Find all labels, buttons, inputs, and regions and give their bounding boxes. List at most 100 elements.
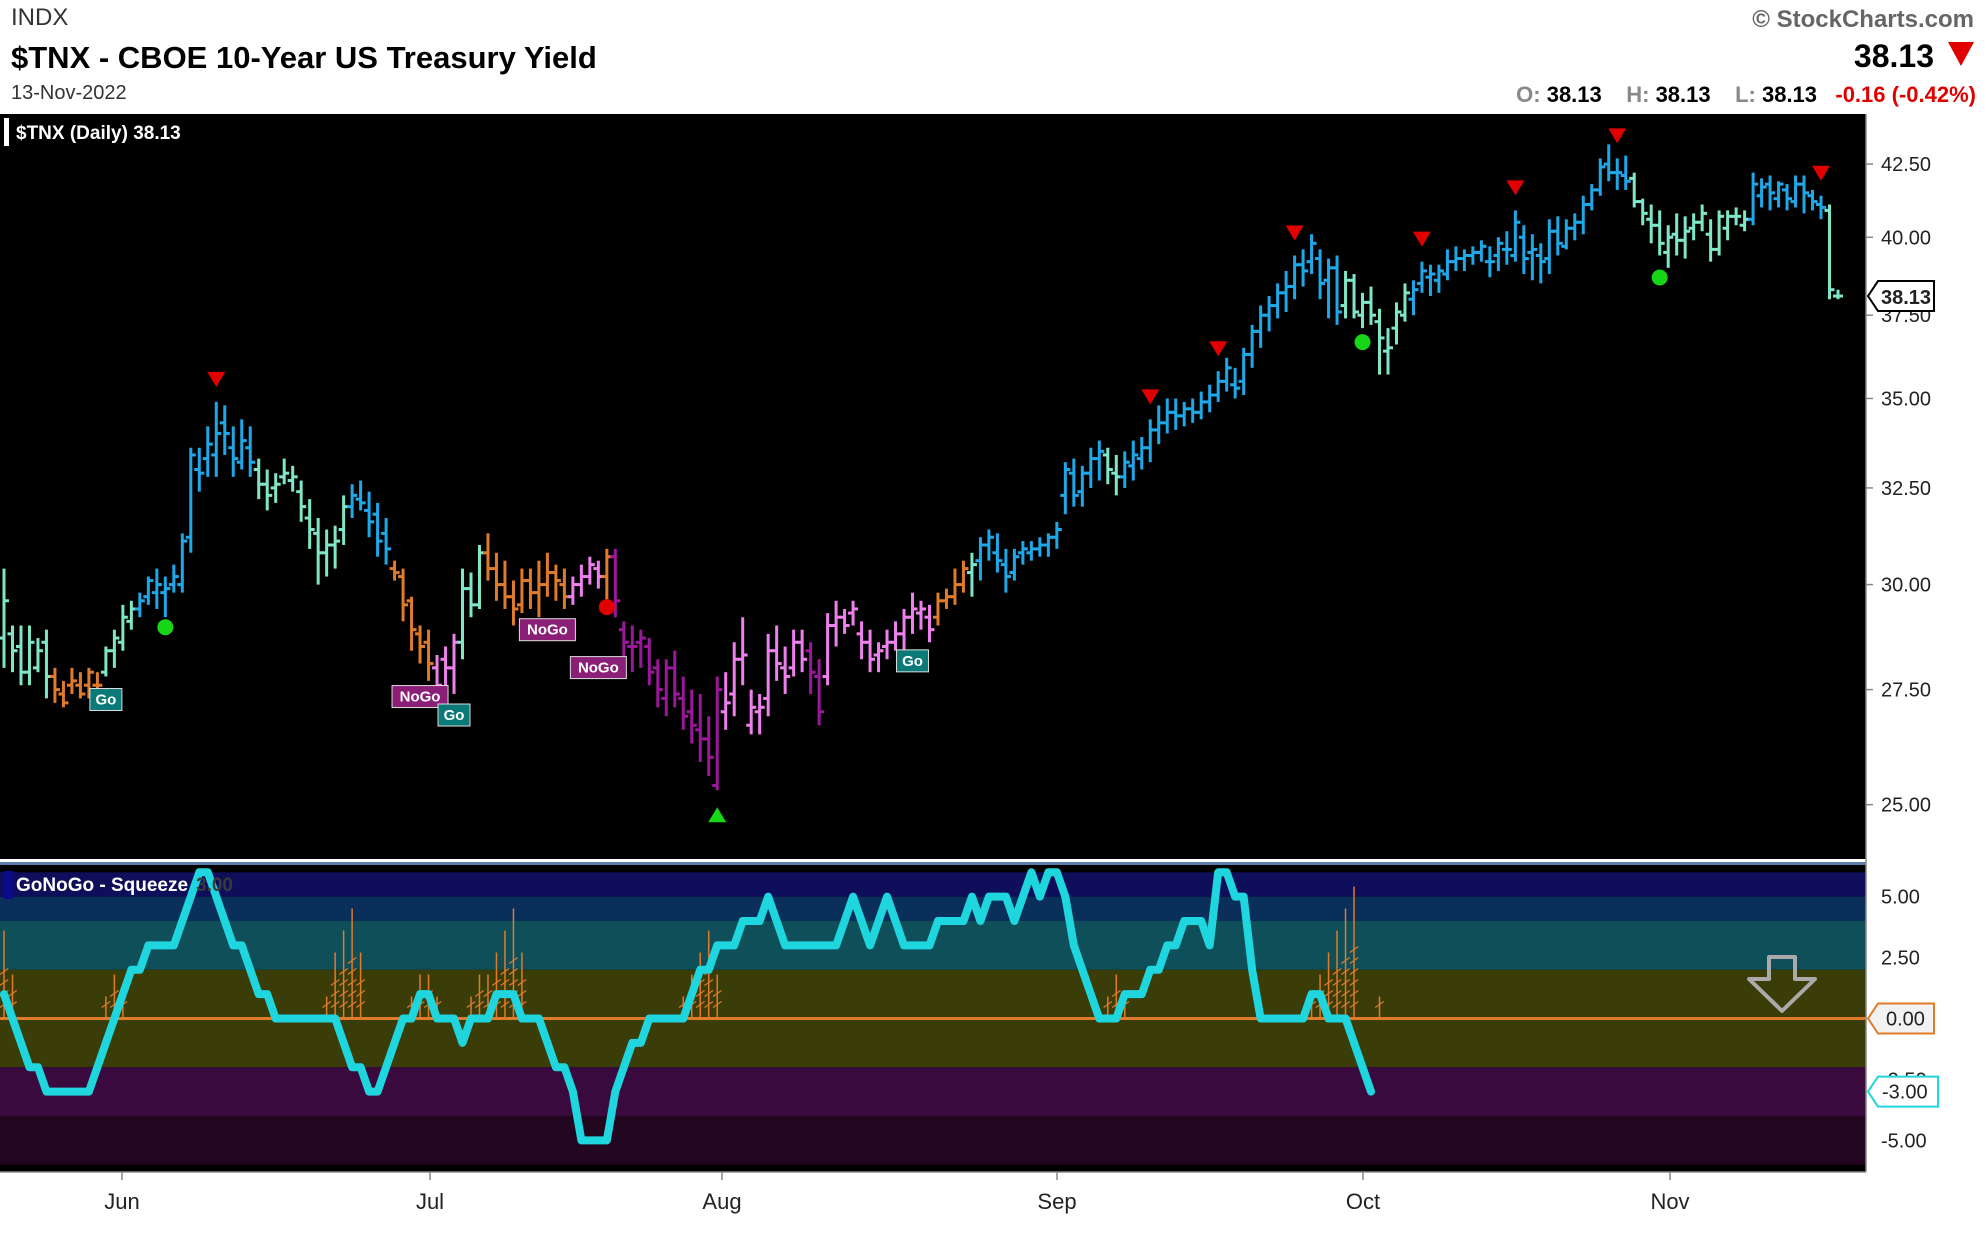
squeeze-grid-line [695, 990, 705, 997]
high-value: 38.13 [1655, 82, 1711, 107]
price-bar [1510, 210, 1521, 262]
price-bar [754, 694, 765, 735]
price-panel[interactable] [0, 114, 1866, 859]
osc-y-tick-label: 2.50 [1881, 948, 1920, 970]
signal-text: Go [902, 653, 923, 670]
price-bar [151, 568, 162, 609]
price-bar [58, 680, 69, 708]
price-bar [644, 638, 655, 686]
price-bar [49, 667, 60, 703]
price-bar [1782, 184, 1793, 211]
squeeze-grid-line [339, 979, 349, 986]
price-bar [270, 473, 281, 503]
price-bar [627, 625, 638, 673]
price-bar [737, 617, 748, 686]
price-bar [296, 480, 307, 522]
price-bar [1306, 234, 1317, 275]
last-price: 38.13 [1853, 38, 1934, 74]
price-bar [194, 447, 205, 492]
go-signal-label: Go [896, 649, 930, 673]
price-bar [211, 401, 222, 477]
squeeze-grid-line [1332, 968, 1342, 975]
price-bar [848, 600, 859, 626]
squeeze-grid-line [1349, 979, 1359, 986]
squeeze-grid-line [704, 990, 714, 997]
oscillator-zones [0, 872, 1866, 1165]
price-bar [389, 560, 400, 581]
price-bar [1017, 541, 1028, 565]
squeeze-grid-line [1323, 979, 1334, 986]
price-bar [347, 484, 358, 519]
price-bar [245, 426, 256, 477]
price-bar [372, 502, 383, 557]
squeeze-grid-line [712, 990, 722, 997]
price-bar [1518, 225, 1529, 275]
go-signal-label: Go [437, 703, 471, 727]
price-bar [1680, 216, 1691, 259]
price-bar [992, 533, 1003, 573]
price-bar [1102, 447, 1113, 485]
signal-text: NoGo [527, 622, 568, 639]
price-bar [865, 629, 876, 673]
squeeze-grid-line [1349, 946, 1359, 953]
oscillator-line [0, 868, 1376, 1145]
price-bar [1552, 216, 1563, 256]
squeeze-grid-line [347, 957, 357, 964]
price-bar [720, 672, 731, 730]
squeeze-grid-line [508, 968, 519, 975]
low-label: L: [1735, 82, 1756, 107]
squeeze-grid-line [712, 1001, 722, 1008]
squeeze-grid-line [517, 979, 527, 986]
price-bar [423, 629, 434, 681]
y-tick-label: 40.00 [1881, 227, 1931, 249]
squeeze-grid-line [466, 1001, 476, 1008]
squeeze-grid-line [1332, 990, 1342, 997]
nogo-signal-label: NoGo [391, 685, 449, 709]
squeeze-grid-line [101, 1001, 111, 1008]
price-bar [1060, 462, 1071, 515]
price-bar [1391, 302, 1402, 345]
osc-last-value-tag: -3.00 [1866, 1075, 1939, 1108]
squeeze-grid-line [339, 990, 349, 997]
price-bar [1221, 357, 1232, 392]
copyright-label[interactable]: © StockCharts.com [1752, 6, 1974, 33]
price-bar [66, 667, 77, 695]
price-bar [287, 465, 298, 492]
squeeze-grid-line [1332, 979, 1342, 986]
price-bar [109, 629, 120, 668]
price-bar [117, 604, 128, 651]
y-tick-label: 27.50 [1881, 680, 1931, 702]
price-bar [1009, 548, 1020, 581]
chart-header: INDX $TNX - CBOE 10-Year US Treasury Yie… [0, 0, 1986, 114]
price-bar [143, 576, 154, 605]
price-bar [304, 499, 315, 549]
price-bar [1697, 204, 1708, 232]
price-bar [1408, 280, 1419, 316]
y-tick-label: 32.50 [1881, 478, 1931, 500]
down-triangle-marker [1412, 231, 1431, 247]
squeeze-grid-line [695, 1001, 705, 1008]
price-bar [1748, 172, 1759, 226]
nogo-signal-label: NoGo [569, 656, 627, 680]
squeeze-grid-line [1103, 1001, 1113, 1008]
oscillator-legend: GoNoGo - Squeeze [16, 875, 188, 896]
price-bar [1756, 178, 1767, 208]
squeeze-grid-line [1111, 990, 1121, 997]
y-tick-label: 35.00 [1881, 388, 1931, 410]
price-bar [771, 625, 782, 681]
price-bar [652, 659, 663, 708]
oscillator-zone [0, 1067, 1866, 1116]
squeeze-grid-line [1340, 968, 1351, 975]
price-bar [1527, 234, 1538, 281]
squeeze-grid-line [1340, 979, 1351, 986]
price-bar [75, 672, 86, 699]
price-bar [678, 676, 689, 730]
x-tick-label: Jun [104, 1189, 139, 1214]
price-bar [814, 659, 825, 726]
price-bar [1612, 158, 1623, 190]
x-axis: Jun Jul Aug Sep Oct Nov [104, 1172, 1690, 1214]
squeeze-grid-line [347, 990, 357, 997]
price-bar [1535, 243, 1546, 284]
price-bar [1807, 189, 1818, 211]
